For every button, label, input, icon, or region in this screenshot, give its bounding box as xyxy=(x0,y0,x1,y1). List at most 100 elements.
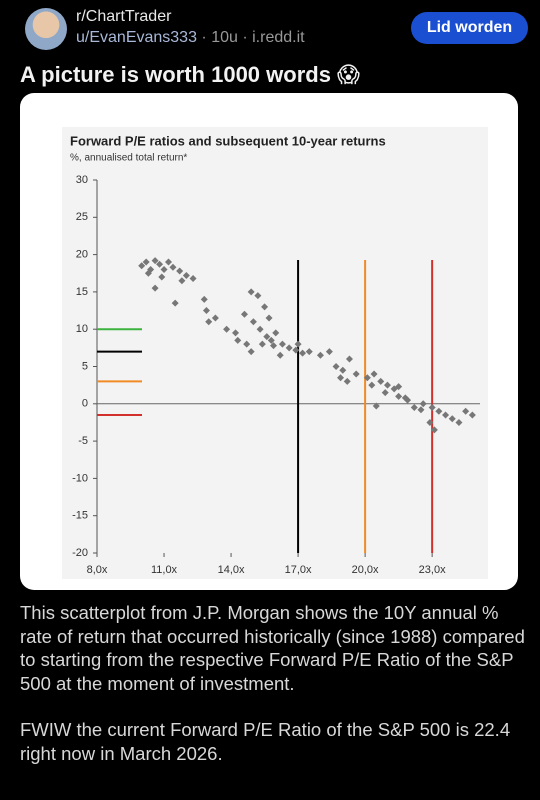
data-point xyxy=(200,295,208,303)
x-tick-label: 23,0x xyxy=(419,564,446,576)
data-point xyxy=(232,329,240,337)
data-point xyxy=(240,310,248,318)
data-point xyxy=(249,318,257,326)
data-point xyxy=(202,307,210,315)
data-point xyxy=(395,383,403,391)
y-tick-label: -15 xyxy=(72,510,88,522)
data-point xyxy=(160,266,168,274)
x-tick-label: 17,0x xyxy=(285,564,312,576)
data-point xyxy=(285,344,293,352)
data-point xyxy=(294,340,302,348)
y-tick-label: 25 xyxy=(76,211,88,223)
data-point xyxy=(278,340,286,348)
data-point xyxy=(325,348,333,356)
data-point xyxy=(401,394,409,402)
data-point xyxy=(395,392,403,400)
data-point xyxy=(343,377,351,385)
data-point xyxy=(419,400,427,408)
data-point xyxy=(169,263,177,271)
post-title: A picture is worth 1000 words 😱 xyxy=(20,62,360,87)
y-tick-label: 20 xyxy=(76,249,88,261)
data-point xyxy=(276,351,284,359)
data-point xyxy=(372,402,380,410)
post-age: 10u xyxy=(211,29,238,46)
data-point xyxy=(205,318,213,326)
data-point xyxy=(211,314,219,322)
data-point xyxy=(455,418,463,426)
data-point xyxy=(381,389,389,397)
y-tick-label: -10 xyxy=(72,472,88,484)
data-point xyxy=(138,262,146,270)
data-point xyxy=(339,366,347,374)
data-point xyxy=(462,407,470,415)
post-domain[interactable]: i.redd.it xyxy=(252,29,305,46)
data-point xyxy=(151,257,159,265)
data-point xyxy=(142,258,150,266)
data-point xyxy=(270,342,278,350)
data-point xyxy=(189,274,197,282)
data-point xyxy=(176,267,184,275)
y-tick-label: 5 xyxy=(82,360,88,372)
data-point xyxy=(468,411,476,419)
data-point xyxy=(272,329,280,337)
data-point xyxy=(428,404,436,412)
data-point xyxy=(151,284,159,292)
data-point xyxy=(305,348,313,356)
paragraph: FWIW the current Forward P/E Ratio of th… xyxy=(20,719,511,764)
data-point xyxy=(435,407,443,415)
y-tick-label: 0 xyxy=(82,398,88,410)
data-point xyxy=(254,292,262,300)
data-point xyxy=(299,349,307,357)
data-point xyxy=(171,299,179,307)
data-point xyxy=(182,271,190,279)
data-point xyxy=(442,411,450,419)
data-point xyxy=(377,377,385,385)
data-point xyxy=(261,303,269,311)
data-point xyxy=(223,325,231,333)
paragraph: This scatterplot from J.P. Morgan shows … xyxy=(20,602,525,694)
avatar[interactable] xyxy=(25,8,67,50)
data-point xyxy=(337,374,345,382)
data-point xyxy=(292,346,300,354)
y-tick-label: 30 xyxy=(76,174,88,186)
chart-subtitle: %, annualised total return* xyxy=(70,153,187,164)
data-point xyxy=(352,370,360,378)
data-point xyxy=(267,336,275,344)
data-point xyxy=(368,381,376,389)
data-point xyxy=(178,277,186,285)
data-point xyxy=(158,273,166,281)
data-point xyxy=(265,314,273,322)
data-point xyxy=(144,269,152,277)
data-point xyxy=(332,363,340,370)
y-tick-label: 15 xyxy=(76,286,88,298)
data-point xyxy=(410,404,418,412)
subreddit[interactable]: r/ChartTrader xyxy=(76,8,172,25)
data-point xyxy=(164,258,172,266)
data-point xyxy=(345,355,353,363)
data-point xyxy=(383,381,391,389)
data-point xyxy=(316,351,324,359)
data-point xyxy=(243,340,251,348)
y-tick-label: -5 xyxy=(78,435,88,447)
data-point xyxy=(247,288,255,296)
data-point xyxy=(263,333,271,341)
chart-background xyxy=(62,127,488,579)
data-point xyxy=(256,325,264,333)
data-point xyxy=(426,418,434,426)
y-tick-label: -20 xyxy=(72,547,88,559)
x-tick-label: 14,0x xyxy=(218,564,245,576)
post-body: This scatterplot from J.P. Morgan shows … xyxy=(20,601,525,788)
x-tick-label: 11,0x xyxy=(151,564,178,576)
data-point xyxy=(363,374,371,382)
data-point xyxy=(370,370,378,378)
x-tick-label: 20,0x xyxy=(352,564,379,576)
data-point xyxy=(448,415,456,423)
data-point xyxy=(258,340,266,348)
chart: Forward P/E ratios and subsequent 10-yea… xyxy=(20,93,518,590)
data-point xyxy=(156,260,164,268)
join-button[interactable]: Lid worden xyxy=(411,12,528,44)
data-point xyxy=(234,336,242,344)
post-meta: u/EvanEvans333 · 10u · i.redd.it xyxy=(76,29,305,46)
username[interactable]: u/EvanEvans333 xyxy=(76,29,197,46)
